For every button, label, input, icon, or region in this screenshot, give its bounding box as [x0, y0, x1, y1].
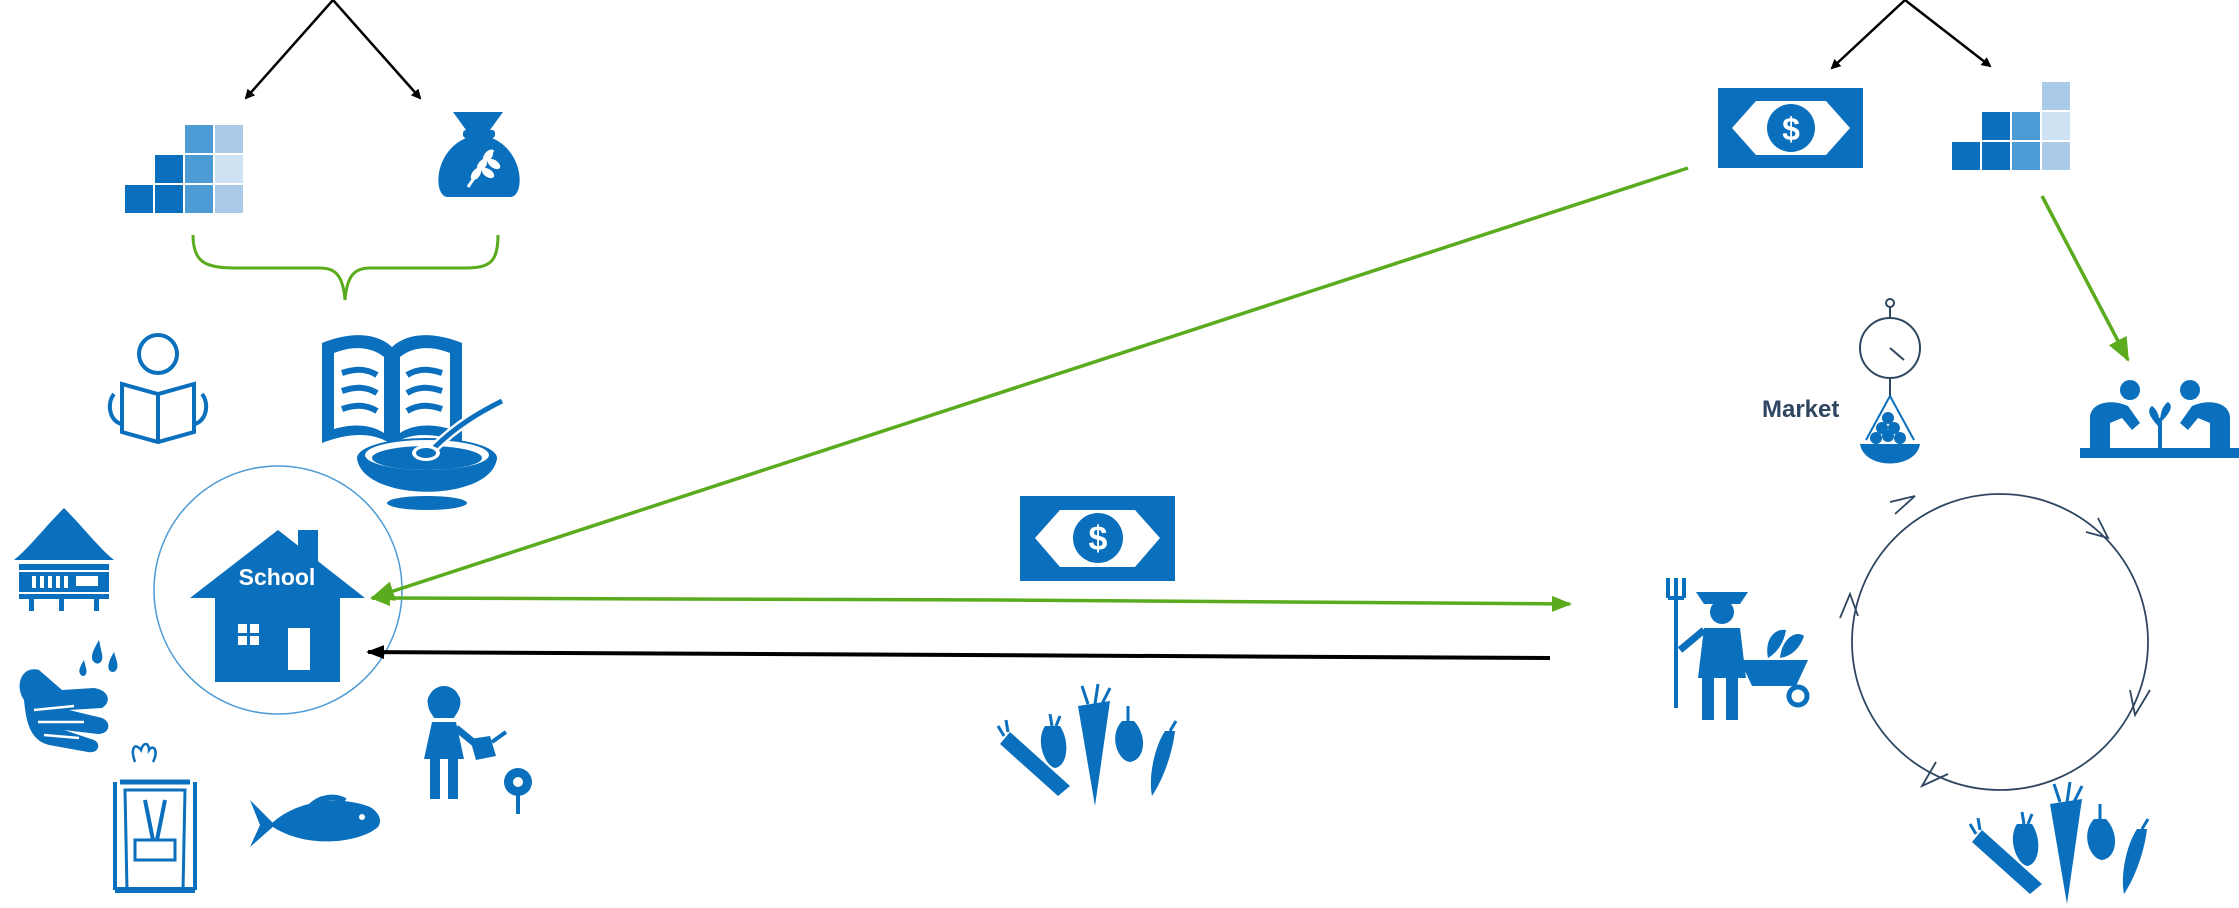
school-house-icon: School	[190, 530, 365, 682]
school-label: School	[239, 564, 316, 590]
cycle-icon	[1839, 493, 2151, 791]
vegetables-icon	[996, 683, 1178, 806]
payment-arrow-to-school	[370, 590, 1001, 607]
latrine-icon	[113, 742, 197, 893]
grouping-brace	[191, 234, 500, 301]
support-arrow-to-farmers	[2040, 195, 2130, 362]
svg-text:$: $	[1089, 520, 1108, 558]
farmers-planting-icon	[2080, 380, 2239, 458]
girl-watering-flower-icon	[424, 686, 532, 814]
hanging-scale-icon	[1859, 298, 1921, 464]
vegetables-icon	[1968, 781, 2150, 904]
svg-text:$: $	[1782, 111, 1800, 147]
farmer-with-wheelbarrow-icon	[1666, 578, 1810, 720]
top-left-branch-arrows	[244, 0, 422, 100]
book-and-bowl-icon	[322, 335, 505, 510]
dollar-bill-icon: $	[1020, 496, 1175, 581]
reading-child-icon	[107, 333, 209, 445]
grain-sack-icon	[438, 112, 520, 197]
market-label: Market	[1762, 396, 1839, 423]
payment-arrow-to-farmer	[999, 595, 1572, 612]
funding-arrow-to-school	[370, 166, 1689, 601]
staircase-blocks-icon	[1952, 82, 2070, 170]
top-right-branch-arrows	[1830, 0, 1992, 70]
staircase-blocks-icon	[125, 125, 243, 213]
handwashing-icon	[19, 640, 118, 753]
stilt-house-icon	[14, 508, 114, 611]
fish-icon	[250, 794, 380, 847]
produce-arrow-to-school	[366, 645, 1551, 660]
dollar-bill-icon: $	[1718, 88, 1863, 168]
